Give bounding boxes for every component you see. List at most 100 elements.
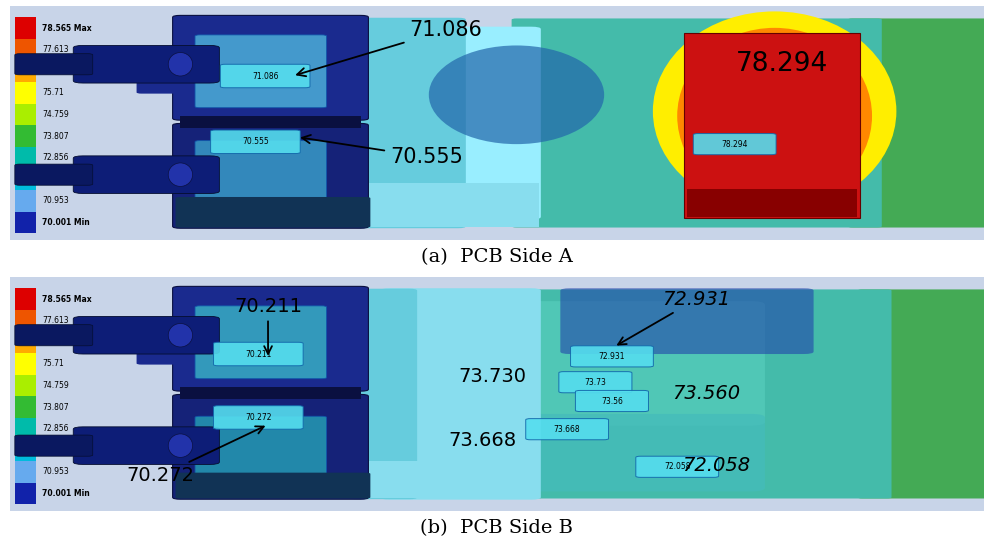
Text: 76.662: 76.662 — [42, 338, 69, 347]
Text: 72.856: 72.856 — [42, 153, 69, 162]
FancyBboxPatch shape — [15, 60, 36, 82]
Text: 71.904: 71.904 — [42, 446, 69, 455]
Text: 75.71: 75.71 — [42, 359, 64, 368]
Text: 72.931: 72.931 — [598, 352, 625, 361]
Text: 70.211: 70.211 — [246, 349, 271, 358]
FancyBboxPatch shape — [74, 427, 220, 465]
FancyBboxPatch shape — [15, 310, 36, 331]
Ellipse shape — [168, 324, 193, 347]
FancyBboxPatch shape — [576, 390, 648, 411]
FancyBboxPatch shape — [176, 197, 371, 227]
FancyBboxPatch shape — [15, 375, 36, 397]
FancyBboxPatch shape — [74, 156, 220, 194]
FancyBboxPatch shape — [15, 288, 36, 310]
FancyBboxPatch shape — [693, 134, 776, 155]
FancyBboxPatch shape — [214, 342, 303, 366]
Text: 70.953: 70.953 — [42, 467, 69, 477]
FancyBboxPatch shape — [173, 286, 369, 391]
Ellipse shape — [428, 45, 604, 144]
Ellipse shape — [168, 163, 193, 186]
FancyBboxPatch shape — [74, 45, 220, 83]
Text: 72.931: 72.931 — [618, 290, 731, 345]
FancyBboxPatch shape — [214, 406, 303, 429]
Text: 70.555: 70.555 — [302, 135, 463, 167]
FancyBboxPatch shape — [173, 15, 369, 120]
FancyBboxPatch shape — [15, 164, 92, 185]
FancyBboxPatch shape — [848, 18, 989, 227]
Text: 71.086: 71.086 — [251, 71, 278, 81]
Text: 70.555: 70.555 — [243, 137, 268, 147]
FancyBboxPatch shape — [358, 184, 539, 227]
Text: 73.668: 73.668 — [448, 431, 517, 450]
FancyBboxPatch shape — [559, 372, 632, 393]
Text: 70.953: 70.953 — [42, 196, 69, 206]
FancyBboxPatch shape — [15, 325, 92, 346]
FancyBboxPatch shape — [176, 473, 371, 498]
Text: 73.560: 73.560 — [672, 384, 741, 403]
Text: 78.565 Max: 78.565 Max — [42, 24, 91, 33]
Text: 71.086: 71.086 — [297, 20, 482, 76]
Text: 73.807: 73.807 — [42, 403, 69, 411]
Ellipse shape — [677, 28, 872, 204]
Ellipse shape — [653, 12, 897, 211]
Text: 75.71: 75.71 — [42, 88, 64, 97]
Text: 70.001 Min: 70.001 Min — [42, 489, 89, 498]
FancyBboxPatch shape — [636, 456, 719, 477]
FancyBboxPatch shape — [15, 353, 36, 375]
Ellipse shape — [168, 434, 193, 457]
Text: 78.565 Max: 78.565 Max — [42, 295, 91, 304]
FancyBboxPatch shape — [15, 435, 92, 456]
FancyBboxPatch shape — [353, 461, 534, 498]
Text: 70.272: 70.272 — [246, 413, 271, 422]
FancyBboxPatch shape — [15, 147, 36, 169]
Ellipse shape — [168, 53, 193, 76]
FancyBboxPatch shape — [512, 18, 882, 227]
FancyBboxPatch shape — [15, 54, 92, 75]
FancyBboxPatch shape — [15, 212, 36, 233]
Text: 73.668: 73.668 — [554, 425, 580, 434]
FancyBboxPatch shape — [15, 104, 36, 126]
Text: 74.759: 74.759 — [42, 381, 69, 390]
FancyBboxPatch shape — [15, 126, 36, 147]
FancyBboxPatch shape — [15, 331, 36, 353]
FancyBboxPatch shape — [15, 82, 36, 104]
FancyBboxPatch shape — [561, 288, 813, 354]
FancyBboxPatch shape — [136, 63, 200, 93]
FancyBboxPatch shape — [195, 140, 326, 204]
FancyBboxPatch shape — [15, 17, 36, 39]
FancyBboxPatch shape — [173, 123, 369, 228]
FancyBboxPatch shape — [195, 416, 326, 479]
FancyBboxPatch shape — [211, 130, 300, 154]
Text: 73.730: 73.730 — [458, 367, 526, 386]
Text: 71.904: 71.904 — [42, 175, 69, 184]
FancyBboxPatch shape — [136, 334, 200, 364]
Text: (b)  PCB Side B: (b) PCB Side B — [420, 519, 574, 536]
Text: 70.001 Min: 70.001 Min — [42, 218, 89, 227]
Text: 72.058: 72.058 — [664, 462, 691, 471]
FancyBboxPatch shape — [221, 64, 310, 88]
FancyBboxPatch shape — [353, 18, 466, 228]
FancyBboxPatch shape — [15, 461, 36, 483]
FancyBboxPatch shape — [15, 39, 36, 60]
FancyBboxPatch shape — [521, 414, 765, 492]
Bar — [687, 189, 858, 217]
FancyBboxPatch shape — [571, 346, 653, 367]
Text: (a)  PCB Side A: (a) PCB Side A — [421, 248, 573, 265]
FancyBboxPatch shape — [385, 27, 541, 220]
FancyBboxPatch shape — [15, 397, 36, 418]
FancyBboxPatch shape — [526, 419, 608, 440]
FancyBboxPatch shape — [74, 316, 220, 354]
FancyBboxPatch shape — [136, 159, 200, 190]
Text: 72.058: 72.058 — [682, 456, 750, 476]
Text: 78.294: 78.294 — [722, 139, 747, 149]
Text: 70.211: 70.211 — [234, 297, 302, 354]
Text: 73.807: 73.807 — [42, 132, 69, 140]
Text: 73.56: 73.56 — [601, 397, 623, 405]
Text: 77.613: 77.613 — [42, 45, 69, 54]
FancyBboxPatch shape — [15, 190, 36, 212]
FancyBboxPatch shape — [15, 440, 36, 461]
FancyBboxPatch shape — [380, 288, 541, 500]
Text: 72.856: 72.856 — [42, 424, 69, 433]
FancyBboxPatch shape — [512, 289, 892, 498]
FancyBboxPatch shape — [15, 169, 36, 190]
